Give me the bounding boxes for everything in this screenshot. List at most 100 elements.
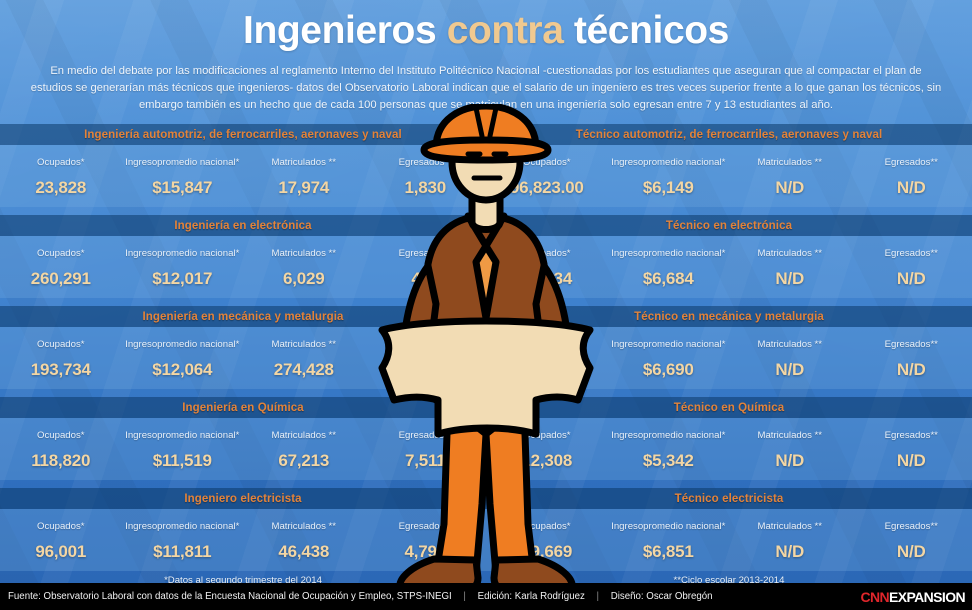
cell-value: $11,519 (152, 451, 212, 471)
footer-bar: Fuente: Observatorio Laboral con datos d… (0, 583, 972, 610)
table-row: Ingeniería en mecánica y metalurgia Técn… (0, 306, 972, 390)
cell-value: N/D (896, 451, 926, 471)
column-ocupados: Ocupados* 69,669 (486, 515, 608, 562)
cell-value: $5,342 (642, 451, 694, 471)
column-label: Ocupados* (37, 248, 85, 260)
cell-value: $12,017 (152, 269, 213, 289)
column-matriculados: Matriculados ** 6,029 (243, 242, 365, 289)
footer-edition: Edición: Karla Rodríguez (477, 591, 585, 602)
column-egresados: Egresados** N/D (851, 151, 972, 198)
column-matriculados: Matriculados ** 274,428 (243, 333, 365, 380)
ingreso-line-2: promedio nacional* (157, 430, 240, 442)
cell-value: N/D (896, 542, 926, 562)
column-label: Matriculados ** (271, 430, 337, 442)
column-label: Ingreso promedio nacional* (124, 151, 242, 175)
cell-value: N/D (775, 269, 805, 289)
footnotes: *Datos al segundo trimestre del 2014 **C… (0, 575, 972, 586)
cell-value: 7,511 (404, 451, 446, 471)
cell-value: 1,830 (404, 178, 447, 198)
table-row: Ingeniería en electrónica Técnico en ele… (0, 215, 972, 299)
cell-value: 23,828 (35, 178, 87, 198)
column-label: Ocupados* (523, 430, 571, 442)
row-data-band: Ocupados* 193,734 Ingreso promedio nacion… (0, 327, 972, 390)
column-label: Ingreso promedio nacional* (610, 242, 728, 266)
ingreso-line-1: Ingreso (125, 248, 158, 260)
cell-value: 274,428 (273, 360, 334, 380)
cnn-expansion-logo[interactable]: CNNEXPANSION (860, 590, 965, 604)
left-category-cell: Ingeniería automotriz, de ferrocarriles,… (0, 124, 486, 145)
cell-value: 96,823.00 (509, 178, 584, 198)
left-category-cell: Ingeniería en mecánica y metalurgia (0, 306, 486, 327)
row-header-band: Ingeniería automotriz, de ferrocarriles,… (0, 124, 972, 146)
column-label: Ocupados* (523, 339, 571, 351)
column-label: Ingreso promedio nacional* (610, 151, 728, 175)
ingreso-line-1: Ingreso (611, 521, 644, 533)
column-ocupados: Ocupados* 99,664 (486, 333, 608, 380)
table-row: Ingeniería en Química Técnico en Química… (0, 397, 972, 481)
column-ocupados: Ocupados* 118,820 (0, 424, 122, 471)
cell-value: N/D (896, 269, 926, 289)
column-ingreso: Ingreso promedio nacional* $6,690 (608, 333, 730, 380)
category-title-technician: Técnico en electrónica (665, 219, 793, 232)
row-data-band: Ocupados* 96,001 Ingreso promedio naciona… (0, 509, 972, 572)
ingreso-line-1: Ingreso (125, 339, 158, 351)
cell-value: 118,820 (31, 451, 91, 471)
intro-paragraph: En medio del debate por las modificacion… (30, 65, 942, 112)
column-label: Ingreso promedio nacional* (124, 424, 242, 448)
row-data-band: Ocupados* 260,291 Ingreso promedio nacion… (0, 236, 972, 299)
footnote-right: **Ciclo escolar 2013-2014 (673, 575, 785, 587)
right-category-cell: Técnico automotriz, de ferrocarriles, ae… (486, 124, 972, 145)
ingreso-line-2: promedio nacional* (643, 521, 726, 533)
ingreso-line-1: Ingreso (611, 157, 644, 169)
ingreso-line-2: promedio nacional* (157, 521, 240, 533)
column-ocupados: Ocupados* 44,334 (486, 242, 608, 289)
engineer-data-half: Ocupados* 23,828 Ingreso promedio naciona… (0, 151, 486, 198)
column-ingreso: Ingreso promedio nacional* $5,342 (608, 424, 730, 471)
column-label: Egresados** (884, 339, 938, 351)
ingreso-line-1: Ingreso (611, 430, 644, 442)
category-title-technician: Técnico en Química (673, 401, 785, 414)
column-ocupados: Ocupados* 23,828 (0, 151, 122, 198)
column-matriculados: Matriculados ** N/D (729, 424, 851, 471)
column-matriculados: Matriculados ** 46,438 (243, 515, 365, 562)
cell-value: $11,811 (153, 542, 212, 562)
column-label: Ocupados* (37, 339, 85, 351)
row-data-band: Ocupados* 118,820 Ingreso promedio nacion… (0, 418, 972, 481)
column-egresados: Egresados** N/D (851, 424, 972, 471)
cell-value: $6,851 (642, 542, 694, 562)
cell-value: $15,847 (152, 178, 213, 198)
column-label: Matriculados ** (271, 339, 337, 351)
category-title-technician: Técnico electricista (674, 492, 784, 505)
column-label: Egresados** (398, 521, 452, 533)
column-label: Matriculados ** (271, 157, 337, 169)
technician-data-half: Ocupados* 12,308 Ingreso promedio naciona… (486, 424, 972, 471)
column-ingreso: Ingreso promedio nacional* $12,017 (122, 242, 244, 289)
column-label: Egresados** (884, 430, 938, 442)
cell-value: 36,461 (399, 360, 451, 380)
column-label: Matriculados ** (757, 339, 823, 351)
column-label: Matriculados ** (757, 157, 823, 169)
title-part-2: técnicos (563, 9, 729, 52)
engineer-data-half: Ocupados* 118,820 Ingreso promedio nacion… (0, 424, 486, 471)
cell-value: 99,664 (521, 360, 573, 380)
cell-value: 69,669 (521, 542, 573, 562)
column-egresados: Egresados** 36,461 (365, 333, 487, 380)
row-header-band: Ingeniero electricista Técnico electrici… (0, 488, 972, 510)
column-ingreso: Ingreso promedio nacional* $11,519 (122, 424, 244, 471)
footer-credits: Fuente: Observatorio Laboral con datos d… (0, 591, 713, 602)
category-title-technician: Técnico automotriz, de ferrocarriles, ae… (575, 128, 883, 141)
column-ocupados: Ocupados* 193,734 (0, 333, 122, 380)
column-ingreso: Ingreso promedio nacional* $15,847 (122, 151, 244, 198)
right-category-cell: Técnico electricista (486, 488, 972, 509)
cell-value: 17,974 (278, 178, 330, 198)
header: Ingenieros contra técnicos En medio del … (0, 0, 972, 114)
right-category-cell: Técnico en mecánica y metalurgia (486, 306, 972, 327)
column-ingreso: Ingreso promedio nacional* $6,149 (608, 151, 730, 198)
row-header-band: Ingeniería en mecánica y metalurgia Técn… (0, 306, 972, 328)
cell-value: $6,690 (642, 360, 694, 380)
ingreso-line-1: Ingreso (125, 521, 158, 533)
column-egresados: Egresados** 412 (365, 242, 487, 289)
technician-data-half: Ocupados* 99,664 Ingreso promedio naciona… (486, 333, 972, 380)
engineer-data-half: Ocupados* 96,001 Ingreso promedio naciona… (0, 515, 486, 562)
cell-value: N/D (896, 360, 926, 380)
